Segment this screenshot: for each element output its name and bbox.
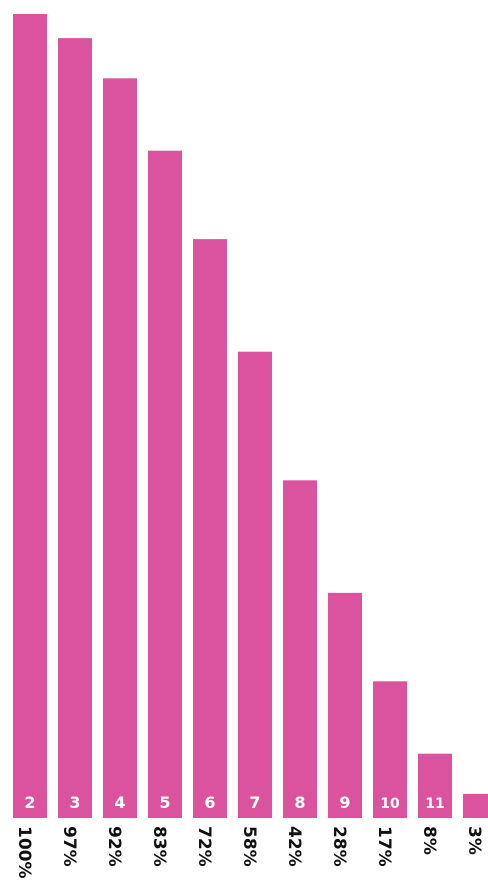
category-label-11: 11 (425, 796, 444, 812)
bar-8 (283, 480, 317, 818)
value-label-2: 100% (14, 826, 34, 879)
value-label-7: 58% (239, 826, 259, 867)
value-label-6: 72% (194, 826, 214, 867)
value-label-3: 97% (59, 826, 79, 867)
value-label-10: 17% (374, 826, 394, 867)
bar-6 (193, 239, 227, 818)
category-label-8: 8 (294, 793, 305, 812)
category-label-3: 3 (69, 793, 80, 812)
value-label-4: 92% (104, 826, 124, 867)
bar-5 (148, 151, 182, 818)
category-label-9: 9 (339, 793, 350, 812)
bar-12 (463, 794, 488, 818)
value-label-12: 3% (464, 826, 484, 855)
category-label-2: 2 (24, 793, 35, 812)
value-label-11: 8% (419, 826, 439, 855)
category-label-6: 6 (204, 793, 215, 812)
category-label-7: 7 (249, 793, 260, 812)
value-label-9: 28% (329, 826, 349, 867)
value-label-5: 83% (149, 826, 169, 867)
category-label-4: 4 (114, 793, 125, 812)
bar-2 (13, 14, 47, 818)
category-label-10: 10 (380, 796, 400, 812)
bar-4 (103, 78, 137, 818)
value-label-8: 42% (284, 826, 304, 867)
bar-7 (238, 352, 272, 818)
category-label-5: 5 (159, 793, 170, 812)
bar-3 (58, 38, 92, 818)
bar-9 (328, 593, 362, 818)
